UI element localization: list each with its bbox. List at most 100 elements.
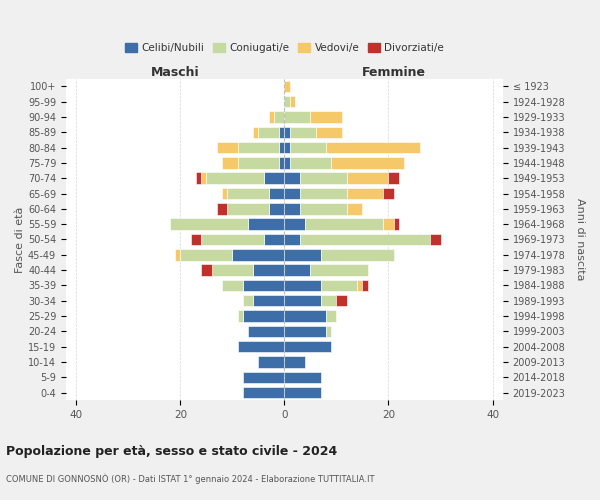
Bar <box>347 172 388 184</box>
Bar <box>222 157 238 168</box>
Bar <box>284 218 305 230</box>
Bar <box>263 234 284 245</box>
Bar <box>263 172 284 184</box>
Bar <box>326 142 420 154</box>
Bar <box>383 218 394 230</box>
Bar <box>284 341 331 352</box>
Bar <box>290 96 295 108</box>
Bar <box>222 280 243 291</box>
Bar <box>253 264 284 276</box>
Bar <box>284 280 321 291</box>
Bar <box>238 310 243 322</box>
Bar <box>290 126 316 138</box>
Bar <box>310 264 368 276</box>
Bar <box>300 172 347 184</box>
Bar <box>284 126 290 138</box>
Bar <box>284 249 321 260</box>
Bar <box>284 111 310 122</box>
Y-axis label: Fasce di età: Fasce di età <box>15 206 25 272</box>
Bar <box>347 203 362 214</box>
Bar <box>243 280 284 291</box>
Bar <box>300 203 347 214</box>
Bar <box>290 157 331 168</box>
Bar <box>269 111 274 122</box>
Bar <box>388 172 399 184</box>
Bar <box>300 188 347 200</box>
Bar <box>357 280 362 291</box>
Bar <box>290 142 326 154</box>
Bar <box>331 157 404 168</box>
Bar <box>253 126 259 138</box>
Bar <box>269 203 284 214</box>
Bar <box>284 372 321 383</box>
Bar <box>201 172 206 184</box>
Bar <box>347 188 383 200</box>
Bar <box>284 356 305 368</box>
Bar <box>394 218 399 230</box>
Bar <box>337 295 347 306</box>
Bar <box>196 172 201 184</box>
Bar <box>321 249 394 260</box>
Bar <box>201 264 212 276</box>
Bar <box>248 326 284 337</box>
Bar <box>284 80 290 92</box>
Bar <box>212 264 253 276</box>
Bar <box>238 142 279 154</box>
Bar <box>326 310 337 322</box>
Bar <box>284 96 290 108</box>
Bar <box>279 157 284 168</box>
Bar <box>383 188 394 200</box>
Bar <box>253 295 284 306</box>
Bar <box>201 234 263 245</box>
Bar <box>279 142 284 154</box>
Bar <box>259 126 279 138</box>
Bar <box>181 249 232 260</box>
Bar <box>248 218 284 230</box>
Legend: Celibi/Nubili, Coniugati/e, Vedovi/e, Divorziati/e: Celibi/Nubili, Coniugati/e, Vedovi/e, Di… <box>121 39 448 57</box>
Bar <box>321 280 357 291</box>
Bar <box>326 326 331 337</box>
Bar <box>430 234 440 245</box>
Bar <box>232 249 284 260</box>
Bar <box>206 172 263 184</box>
Bar <box>227 203 269 214</box>
Bar <box>321 295 337 306</box>
Bar <box>279 126 284 138</box>
Bar <box>284 142 290 154</box>
Bar <box>243 310 284 322</box>
Bar <box>238 157 279 168</box>
Bar <box>284 157 290 168</box>
Bar <box>175 249 181 260</box>
Bar <box>243 295 253 306</box>
Bar <box>310 111 341 122</box>
Bar <box>243 372 284 383</box>
Bar <box>269 188 284 200</box>
Bar <box>284 188 300 200</box>
Bar <box>222 188 227 200</box>
Bar <box>300 234 430 245</box>
Bar <box>316 126 341 138</box>
Bar <box>284 172 300 184</box>
Bar <box>259 356 284 368</box>
Bar <box>284 310 326 322</box>
Bar <box>284 387 321 398</box>
Text: Popolazione per età, sesso e stato civile - 2024: Popolazione per età, sesso e stato civil… <box>6 445 337 458</box>
Bar <box>274 111 284 122</box>
Text: Maschi: Maschi <box>151 66 199 80</box>
Bar <box>284 326 326 337</box>
Bar <box>227 188 269 200</box>
Bar <box>217 203 227 214</box>
Bar <box>170 218 248 230</box>
Bar <box>217 142 238 154</box>
Bar <box>284 295 321 306</box>
Text: Femmine: Femmine <box>362 66 425 80</box>
Bar <box>362 280 368 291</box>
Y-axis label: Anni di nascita: Anni di nascita <box>575 198 585 280</box>
Bar <box>238 341 284 352</box>
Bar <box>243 387 284 398</box>
Bar <box>284 234 300 245</box>
Bar <box>284 203 300 214</box>
Bar <box>191 234 201 245</box>
Text: COMUNE DI GONNOSNÒ (OR) - Dati ISTAT 1° gennaio 2024 - Elaborazione TUTTITALIA.I: COMUNE DI GONNOSNÒ (OR) - Dati ISTAT 1° … <box>6 474 374 484</box>
Bar <box>305 218 383 230</box>
